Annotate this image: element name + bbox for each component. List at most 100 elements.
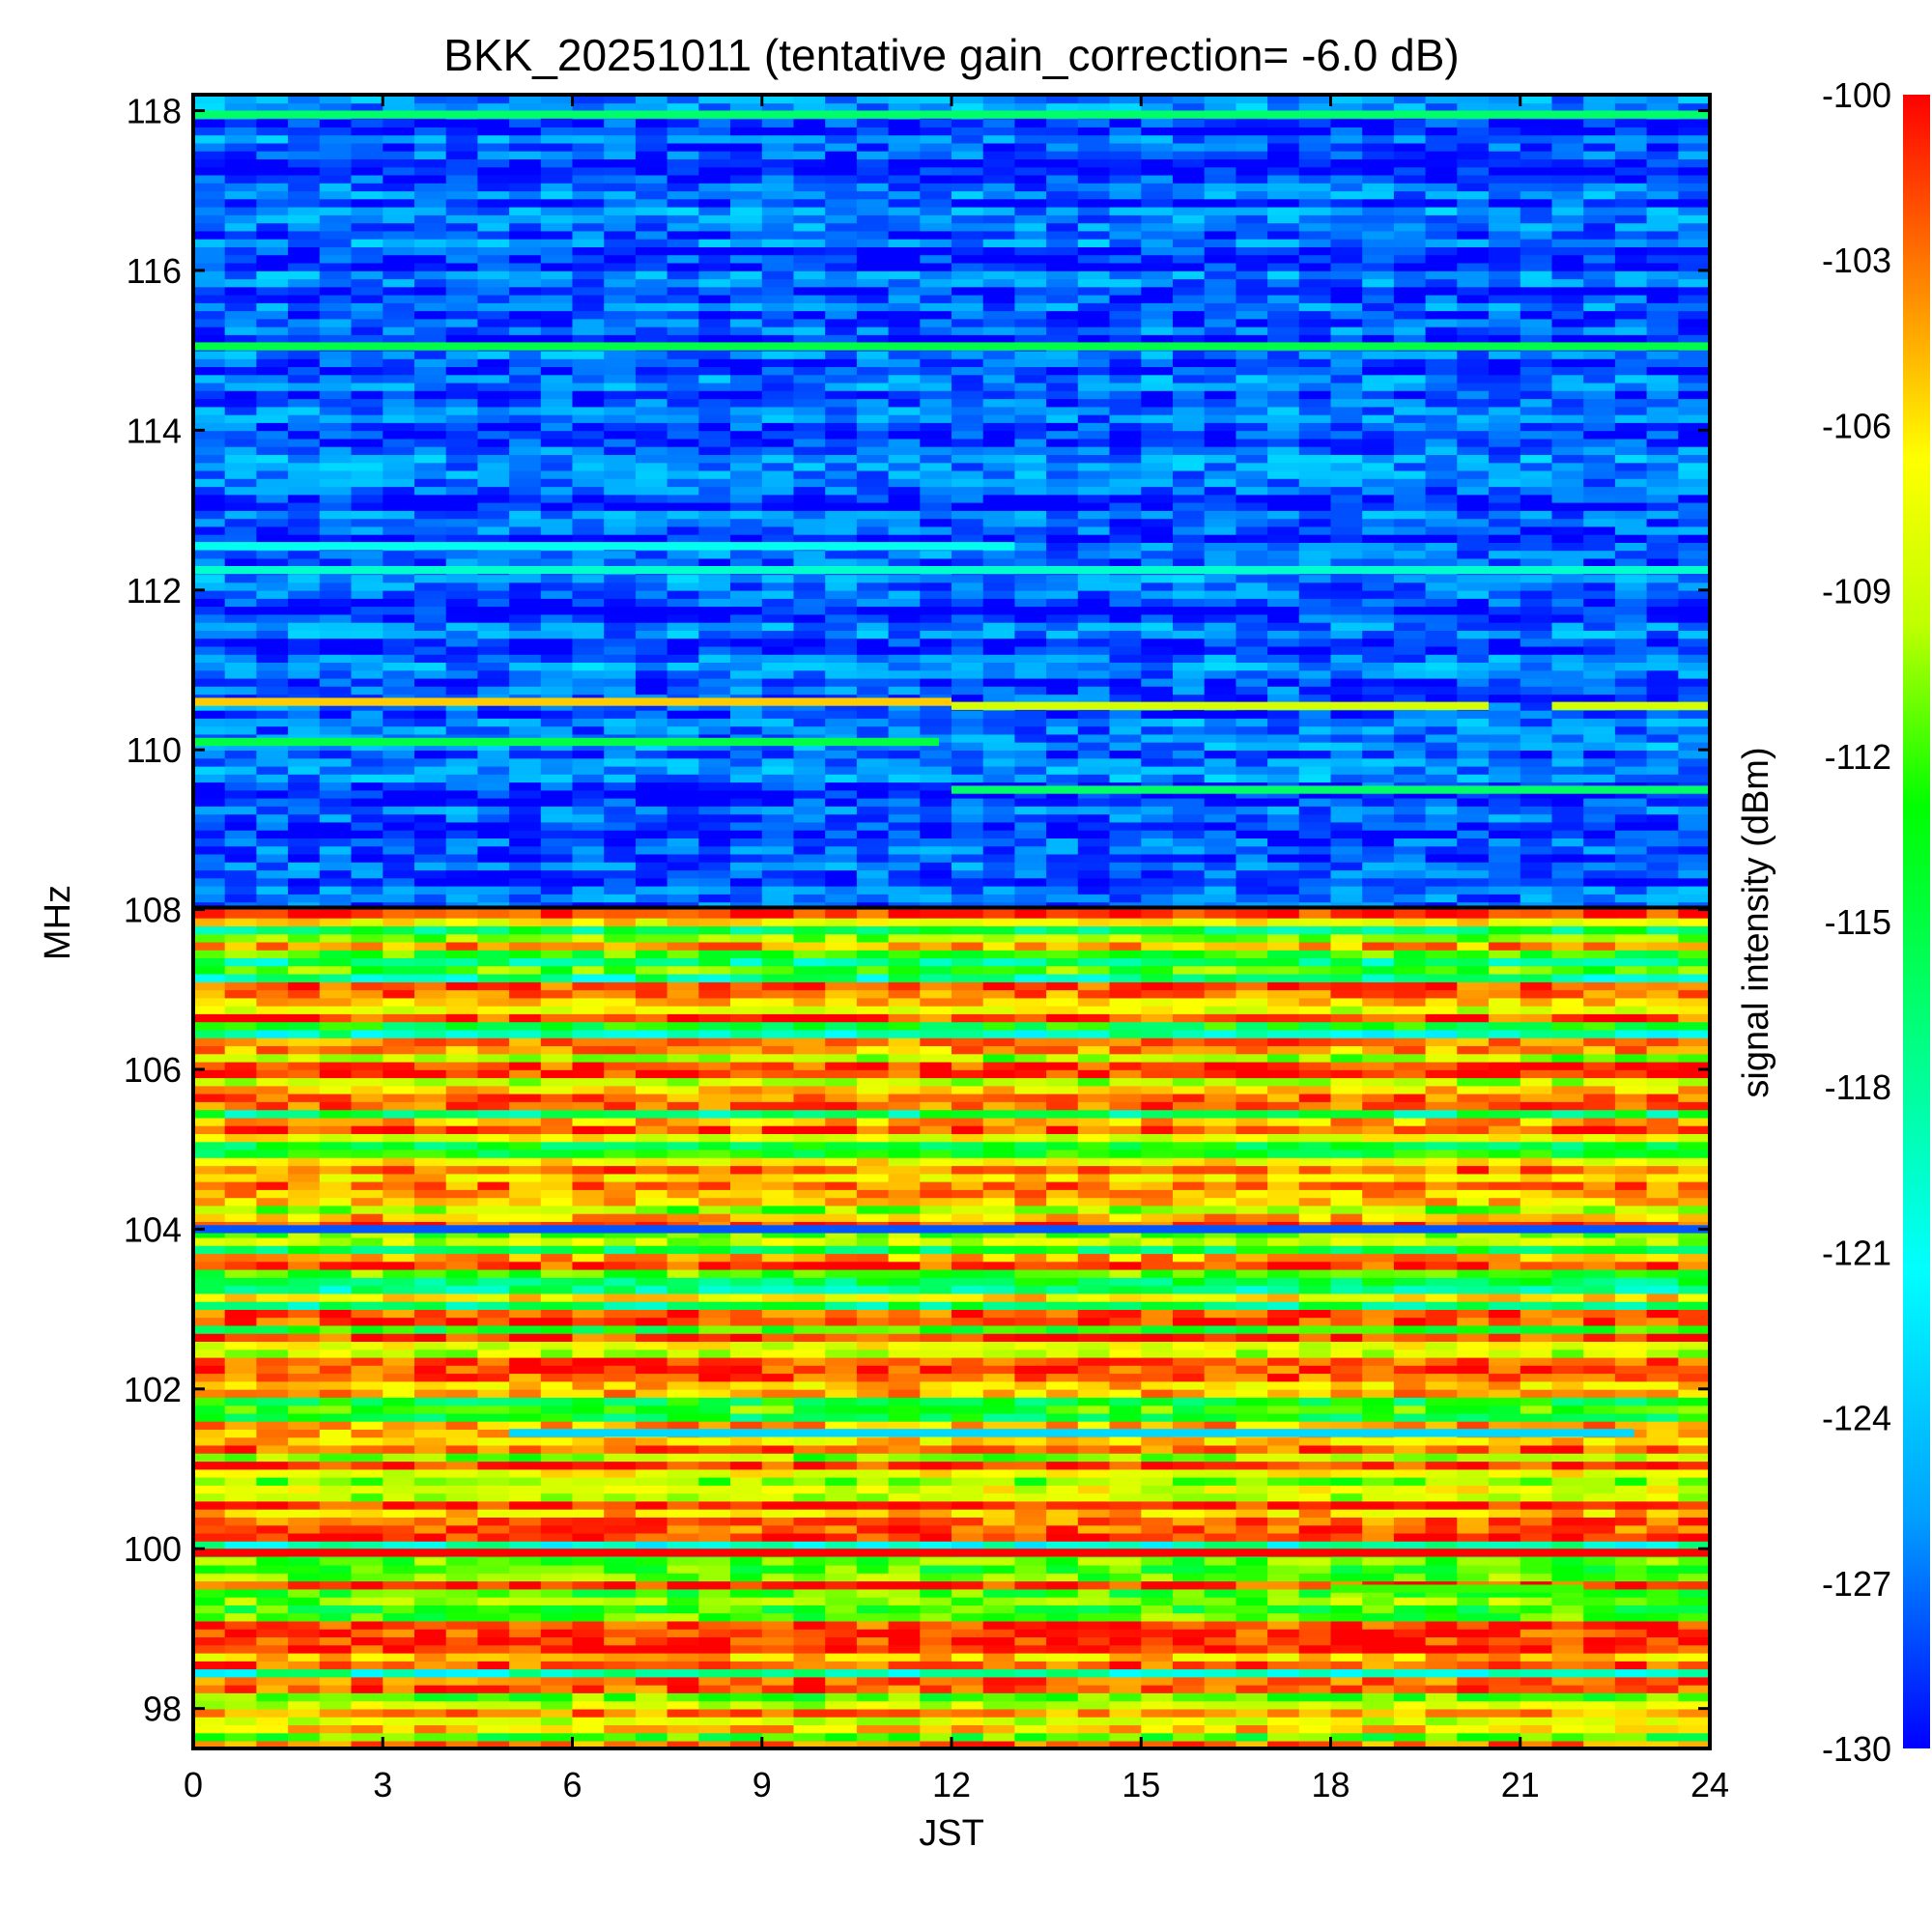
- heatmap-cell: [1425, 278, 1459, 288]
- heatmap-cell: [319, 862, 353, 871]
- heatmap-cell: [1236, 262, 1268, 271]
- heatmap-cell: [1204, 709, 1237, 719]
- heatmap-cell: [1520, 645, 1553, 655]
- heatmap-cell: [730, 510, 763, 520]
- heatmap-cell: [224, 789, 258, 799]
- heatmap-cell: [982, 462, 1016, 471]
- heatmap-cell: [761, 869, 795, 879]
- heatmap-cell: [1678, 638, 1710, 647]
- heatmap-cell: [1425, 869, 1459, 879]
- heatmap-cell: [1141, 829, 1174, 838]
- heatmap-cell: [1014, 518, 1047, 527]
- heatmap-cell: [319, 845, 353, 855]
- heatmap-cell: [1425, 174, 1459, 184]
- heatmap-cell: [856, 669, 890, 679]
- heatmap-cell: [193, 398, 226, 408]
- heatmap-cell: [793, 621, 826, 631]
- heatmap-cell: [1425, 789, 1459, 799]
- heatmap-cell: [477, 821, 510, 831]
- heatmap-cell: [1678, 422, 1710, 432]
- heatmap-cell: [1109, 326, 1142, 335]
- heatmap-cell: [1141, 206, 1174, 215]
- heatmap-cell: [761, 862, 795, 871]
- heatmap-cell: [383, 613, 415, 623]
- heatmap-cell: [414, 127, 447, 136]
- heatmap-cell: [1046, 750, 1079, 759]
- heatmap-cell: [1173, 278, 1206, 288]
- heatmap-cell: [224, 1724, 258, 1734]
- heatmap-cell: [1678, 382, 1710, 391]
- heatmap-cell: [1077, 478, 1111, 488]
- heatmap-cell: [319, 382, 353, 391]
- heatmap-cell: [509, 190, 542, 200]
- heatmap-cell: [1141, 709, 1174, 719]
- heatmap-cell: [888, 677, 922, 687]
- heatmap-cell: [1393, 613, 1427, 623]
- heatmap-cell: [540, 765, 574, 775]
- heatmap-cell: [1141, 845, 1174, 855]
- heatmap-cell: [761, 102, 795, 112]
- heatmap-cell: [572, 445, 605, 455]
- heatmap-cell: [224, 885, 258, 895]
- heatmap-cell: [540, 789, 574, 799]
- heatmap-cell: [604, 230, 637, 240]
- heatmap-cell: [383, 286, 415, 296]
- heatmap-cell: [1014, 869, 1047, 879]
- heatmap-cell: [445, 750, 479, 759]
- heatmap-cell: [1330, 174, 1363, 184]
- heatmap-cell: [1614, 510, 1648, 520]
- heatmap-cell: [572, 606, 605, 615]
- heatmap-cell: [319, 606, 353, 615]
- heatmap-cell: [1457, 294, 1490, 303]
- heatmap-cell: [351, 158, 384, 168]
- heatmap-cell: [1362, 829, 1395, 838]
- heatmap-cell: [1173, 350, 1206, 359]
- heatmap-cell: [445, 302, 479, 312]
- heatmap-cell: [1362, 486, 1395, 496]
- heatmap-cell: [288, 183, 321, 192]
- heatmap-cell: [952, 653, 984, 663]
- heatmap-cell: [604, 454, 637, 464]
- heatmap-cell: [1583, 246, 1616, 256]
- heatmap-cell: [1425, 797, 1459, 807]
- heatmap-cell: [1551, 598, 1584, 608]
- heatmap-cell: [982, 406, 1016, 415]
- heatmap-cell: [761, 302, 795, 312]
- heatmap-cell: [540, 302, 574, 312]
- heatmap-cell: [604, 853, 637, 863]
- heatmap-cell: [1614, 733, 1648, 743]
- heatmap-cell: [351, 318, 384, 327]
- heatmap-cell: [1457, 350, 1490, 359]
- heatmap-cell: [445, 183, 479, 192]
- heatmap-cell: [319, 630, 353, 639]
- heatmap-cell: [1046, 789, 1079, 799]
- heatmap-cell: [1204, 390, 1237, 400]
- heatmap-cell: [698, 462, 731, 471]
- heatmap-cell: [1551, 862, 1584, 871]
- heatmap-cell: [1520, 741, 1553, 751]
- heatmap-cell: [982, 606, 1016, 615]
- heatmap-cell: [383, 885, 415, 895]
- heatmap-cell: [888, 574, 922, 583]
- heatmap-cell: [1520, 733, 1553, 743]
- heatmap-cell: [1298, 838, 1332, 847]
- heatmap-cell: [1298, 645, 1332, 655]
- heatmap-cell: [793, 757, 826, 767]
- heatmap-cell: [1330, 821, 1363, 831]
- heatmap-cell: [856, 445, 890, 455]
- heatmap-cell: [1614, 183, 1648, 192]
- heatmap-cell: [1551, 526, 1584, 535]
- heatmap-cell: [288, 95, 321, 104]
- heatmap-cell: [1678, 134, 1710, 144]
- heatmap-cell: [1267, 797, 1300, 807]
- heatmap-cell: [383, 494, 415, 503]
- heatmap-cell: [1583, 797, 1616, 807]
- heatmap-cell: [825, 621, 858, 631]
- heatmap-cell: [1298, 326, 1332, 335]
- heatmap-cell: [856, 494, 890, 503]
- heatmap-cell: [698, 518, 731, 527]
- heatmap-cell: [319, 454, 353, 464]
- heatmap-cell: [256, 95, 289, 104]
- heatmap-cell: [856, 838, 890, 847]
- heatmap-cell: [193, 510, 226, 520]
